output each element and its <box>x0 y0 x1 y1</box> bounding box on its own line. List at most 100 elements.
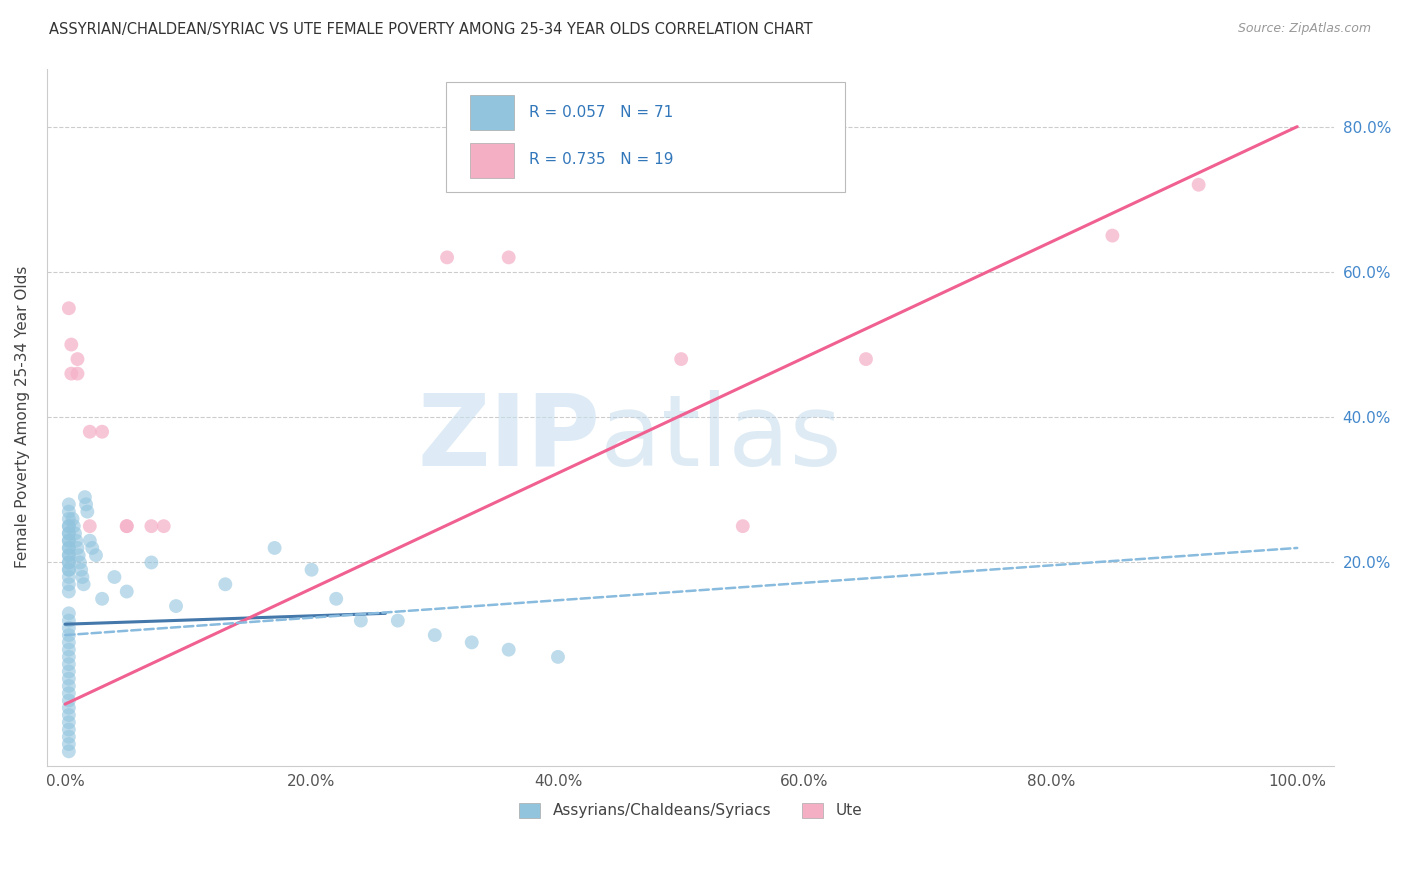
Point <box>58 563 80 577</box>
Point <box>141 519 163 533</box>
Point <box>669 352 692 367</box>
Text: ZIP: ZIP <box>418 390 600 487</box>
Point <box>214 577 236 591</box>
Point <box>165 599 187 613</box>
Point <box>58 672 80 686</box>
Point <box>58 621 80 635</box>
Point <box>58 519 80 533</box>
Text: ASSYRIAN/CHALDEAN/SYRIAC VS UTE FEMALE POVERTY AMONG 25-34 YEAR OLDS CORRELATION: ASSYRIAN/CHALDEAN/SYRIAC VS UTE FEMALE P… <box>49 22 813 37</box>
Point <box>58 505 80 519</box>
Y-axis label: Female Poverty Among 25-34 Year Olds: Female Poverty Among 25-34 Year Olds <box>15 266 30 568</box>
FancyBboxPatch shape <box>470 143 515 178</box>
Text: R = 0.057   N = 71: R = 0.057 N = 71 <box>530 104 673 120</box>
Point <box>115 584 138 599</box>
Point <box>58 584 80 599</box>
Point <box>62 512 84 526</box>
Point <box>58 628 80 642</box>
Point <box>58 556 80 570</box>
Point <box>263 541 285 555</box>
Point <box>58 649 80 664</box>
Point <box>58 723 80 737</box>
Point <box>58 744 80 758</box>
Point <box>84 548 107 562</box>
Point <box>58 693 80 707</box>
Point <box>73 490 96 504</box>
FancyBboxPatch shape <box>446 82 845 192</box>
Point <box>461 635 484 649</box>
Point <box>58 679 80 693</box>
Point <box>60 337 83 351</box>
Point <box>62 519 84 533</box>
Point <box>79 533 101 548</box>
Point <box>58 715 80 730</box>
Point <box>58 614 80 628</box>
Legend: Assyrians/Chaldeans/Syriacs, Ute: Assyrians/Chaldeans/Syriacs, Ute <box>513 797 868 824</box>
Point <box>58 563 80 577</box>
Point <box>58 526 80 541</box>
Point <box>325 591 347 606</box>
Point <box>115 519 138 533</box>
Point <box>58 607 80 621</box>
Point <box>103 570 125 584</box>
Point <box>423 628 446 642</box>
Point <box>387 614 409 628</box>
Point <box>547 649 569 664</box>
Point <box>70 563 93 577</box>
Point <box>67 548 90 562</box>
Point <box>60 367 83 381</box>
Point <box>1101 228 1123 243</box>
Text: atlas: atlas <box>600 390 842 487</box>
Point <box>58 519 80 533</box>
Point <box>58 497 80 511</box>
Point <box>855 352 877 367</box>
Point <box>58 737 80 751</box>
Point <box>58 665 80 679</box>
Point <box>141 556 163 570</box>
Point <box>350 614 373 628</box>
Point <box>58 541 80 555</box>
Point <box>69 556 91 570</box>
Point <box>731 519 754 533</box>
Point <box>65 533 87 548</box>
Point <box>66 352 89 367</box>
Point <box>58 301 80 316</box>
Point <box>58 541 80 555</box>
Point <box>79 519 101 533</box>
Point <box>82 541 104 555</box>
Point <box>115 519 138 533</box>
Text: Source: ZipAtlas.com: Source: ZipAtlas.com <box>1237 22 1371 36</box>
Point <box>91 425 114 439</box>
Point <box>58 686 80 700</box>
Point <box>498 251 520 265</box>
Point <box>91 591 114 606</box>
Point <box>63 526 86 541</box>
Point <box>58 635 80 649</box>
Point <box>58 708 80 723</box>
Point <box>301 563 323 577</box>
Point <box>498 642 520 657</box>
FancyBboxPatch shape <box>470 95 515 129</box>
Point <box>58 642 80 657</box>
Point <box>436 251 458 265</box>
Point <box>58 570 80 584</box>
Point <box>1188 178 1211 192</box>
Point <box>66 367 89 381</box>
Point <box>58 526 80 541</box>
Point <box>66 541 89 555</box>
Point <box>58 730 80 744</box>
Point <box>72 570 94 584</box>
Point <box>58 548 80 562</box>
Point <box>58 657 80 672</box>
Point <box>58 533 80 548</box>
Point <box>152 519 174 533</box>
Point <box>72 577 94 591</box>
Text: R = 0.735   N = 19: R = 0.735 N = 19 <box>530 152 673 167</box>
Point <box>79 425 101 439</box>
Point <box>75 497 97 511</box>
Point <box>58 512 80 526</box>
Point <box>76 505 98 519</box>
Point <box>58 577 80 591</box>
Point <box>58 700 80 714</box>
Point <box>58 533 80 548</box>
Point <box>58 556 80 570</box>
